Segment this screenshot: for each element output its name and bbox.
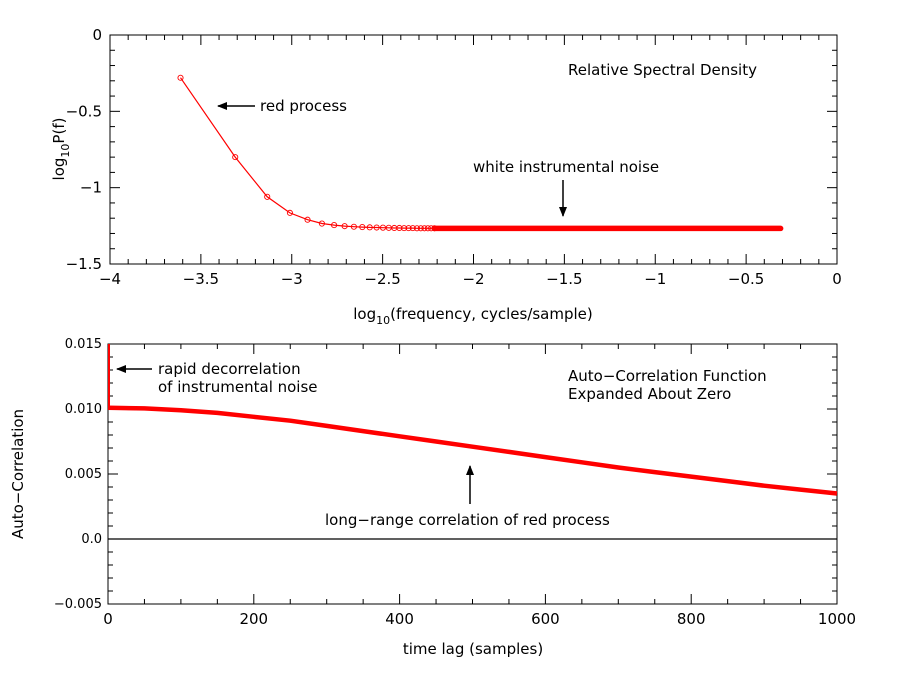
spectrum-point [413, 225, 421, 232]
y-tick-label: −0.5 [66, 102, 102, 120]
spectrum-point [304, 216, 311, 223]
x-tick-label: 600 [531, 610, 560, 628]
x-tick-label: −2 [462, 270, 484, 288]
spectrum-point [379, 224, 387, 231]
autocorrelation-series [107, 344, 838, 496]
spectrum-series [177, 74, 784, 232]
chart-title-line-2: Expanded About Zero [568, 385, 731, 403]
tick-labels: −4 −3.5 −3 −2.5 −2 −1.5 −1 −0.5 0 −1.5 −1 −0.5 0 [66, 26, 842, 288]
spectrum-point [421, 225, 428, 232]
spectrum-point [359, 224, 366, 231]
autocorrelation-line [107, 405, 838, 496]
x-tick-label: −4 [99, 270, 121, 288]
annotation-long-range: long−range correlation of red process [325, 465, 610, 529]
spectrum-point [417, 225, 424, 232]
x-tick-label: −0.5 [728, 270, 764, 288]
y-tick-label: 0.015 [65, 337, 102, 352]
x-tick-label: 400 [385, 610, 414, 628]
label-rapid-decorrelation-2: of instrumental noise [158, 378, 318, 396]
x-tick-label: −3.5 [183, 270, 219, 288]
spectrum-point [341, 223, 348, 230]
tick-marks [107, 343, 838, 605]
x-tick-label: 1000 [818, 610, 856, 628]
chart-title-line-1: Auto−Correlation Function [568, 367, 767, 385]
x-axis-title: log10(frequency, cycles/sample) [353, 305, 593, 327]
x-tick-label: −2.5 [364, 270, 400, 288]
spectrum-point [396, 224, 403, 232]
label-long-range: long−range correlation of red process [325, 511, 610, 529]
x-tick-label: 800 [677, 610, 706, 628]
spectrum-point [286, 209, 293, 216]
annotation-red-process: red process [217, 97, 347, 115]
x-tick-label: −3 [281, 270, 303, 288]
x-tick-label: −1 [644, 270, 666, 288]
y-tick-label: 0.0 [81, 532, 102, 547]
y-axis-title: log10P(f) [50, 118, 72, 181]
spectrum-point [366, 224, 373, 231]
spectrum-point [264, 193, 271, 200]
chart-title: Relative Spectral Density [568, 61, 757, 79]
x-tick-label: 0 [832, 270, 842, 288]
x-axis-title: time lag (samples) [403, 640, 543, 658]
spectrum-point [232, 154, 239, 161]
y-tick-label: −0.005 [54, 597, 102, 612]
label-rapid-decorrelation-1: rapid decorrelation [158, 360, 301, 378]
spectrum-point [350, 223, 357, 230]
annotation-rapid-decorrelation: rapid decorrelation of instrumental nois… [116, 360, 318, 396]
spectrum-point [331, 222, 338, 229]
tick-marks [109, 34, 838, 265]
spectral-density-chart: −4 −3.5 −3 −2.5 −2 −1.5 −1 −0.5 0 −1.5 −1 −0.5 0 Rel… [50, 26, 842, 327]
y-tick-label: −1.5 [66, 255, 102, 273]
y-tick-label: 0.010 [65, 402, 102, 417]
y-tick-label: −1 [80, 179, 102, 197]
spectrum-point [318, 220, 325, 227]
label-white-noise: white instrumental noise [473, 158, 659, 176]
annotation-white-noise: white instrumental noise [473, 158, 659, 217]
x-tick-label: 0 [103, 610, 113, 628]
tick-labels: 0 200 400 600 800 1000 −0.005 0.0 0.005 0.010 0.01… [54, 337, 856, 628]
spectrum-point [424, 225, 431, 232]
spectrum-point [401, 225, 408, 232]
spectrum-point [177, 74, 184, 81]
y-tick-label: 0 [92, 26, 102, 44]
x-tick-label: 200 [239, 610, 268, 628]
spectrum-point [409, 225, 416, 232]
y-tick-label: 0.005 [65, 467, 102, 482]
autocorrelation-chart: 0 200 400 600 800 1000 −0.005 0.0 0.005 0.010 0.01… [9, 337, 856, 658]
x-tick-label: −1.5 [546, 270, 582, 288]
spectrum-line [180, 77, 435, 229]
y-axis-title: Auto−Correlation [9, 409, 27, 539]
spectrum-point [373, 224, 380, 231]
spectrum-point [405, 225, 412, 232]
label-red-process: red process [260, 97, 347, 115]
